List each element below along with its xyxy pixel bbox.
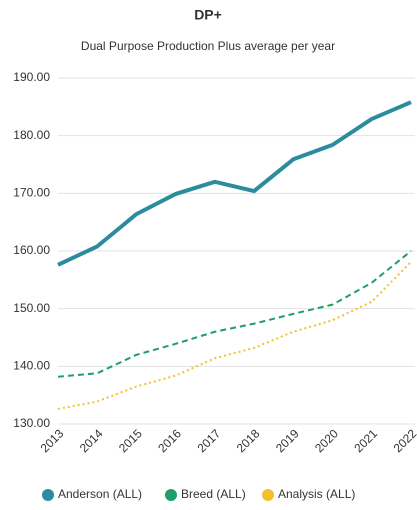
x-tick-label: 2015 bbox=[116, 426, 145, 455]
x-tick-label: 2013 bbox=[38, 426, 67, 455]
series-line bbox=[57, 100, 412, 267]
y-tick-label: 180.00 bbox=[13, 128, 50, 142]
chart-subtitle: Dual Purpose Production Plus average per… bbox=[81, 39, 335, 53]
x-tick-label: 2022 bbox=[391, 426, 417, 455]
x-tick-label: 2016 bbox=[155, 426, 184, 455]
chart-title: DP+ bbox=[194, 7, 222, 23]
legend-marker bbox=[42, 489, 54, 501]
legend-label: Anderson (ALL) bbox=[58, 487, 142, 501]
x-tick-label: 2019 bbox=[273, 426, 302, 455]
y-tick-label: 170.00 bbox=[13, 186, 50, 200]
series-line bbox=[57, 250, 412, 378]
x-tick-label: 2021 bbox=[351, 426, 380, 455]
x-tick-label: 2018 bbox=[234, 426, 263, 455]
legend-marker bbox=[262, 489, 274, 501]
y-tick-label: 140.00 bbox=[13, 359, 50, 373]
y-tick-label: 190.00 bbox=[13, 70, 50, 84]
legend-label: Breed (ALL) bbox=[181, 487, 246, 501]
legend-marker bbox=[165, 489, 177, 501]
x-tick-label: 2017 bbox=[194, 426, 223, 455]
legend-label: Analysis (ALL) bbox=[278, 487, 355, 501]
x-tick-label: 2020 bbox=[312, 426, 341, 455]
y-tick-label: 160.00 bbox=[13, 243, 50, 257]
series-line bbox=[57, 261, 412, 410]
x-tick-label: 2014 bbox=[77, 426, 106, 455]
y-tick-label: 130.00 bbox=[13, 416, 50, 430]
y-tick-label: 150.00 bbox=[13, 301, 50, 315]
